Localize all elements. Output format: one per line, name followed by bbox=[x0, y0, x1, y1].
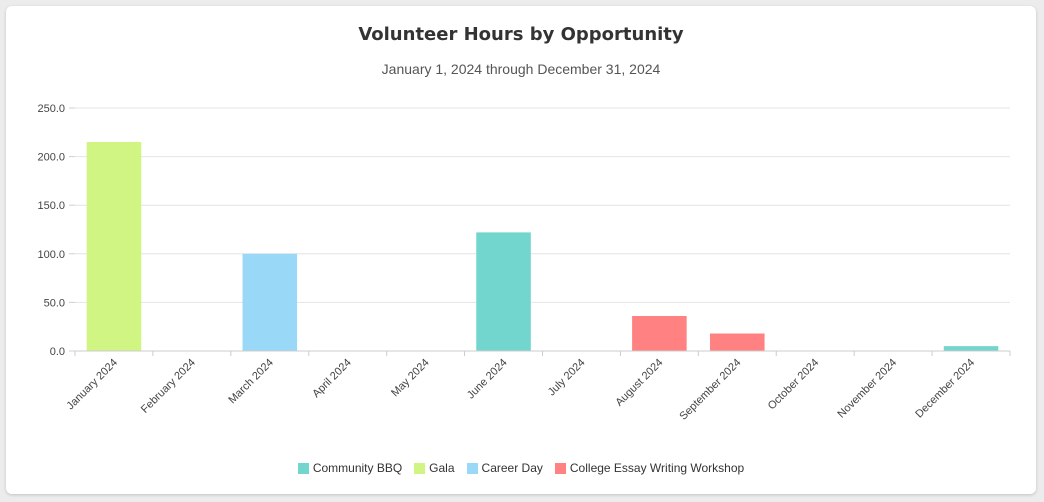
legend-swatch bbox=[414, 462, 426, 474]
legend-item[interactable]: Community BBQ bbox=[297, 461, 403, 475]
chart-card: Volunteer Hours by Opportunity January 1… bbox=[6, 6, 1036, 494]
legend-label: College Essay Writing Workshop bbox=[569, 461, 745, 475]
x-tick-label: April 2024 bbox=[310, 357, 354, 401]
bar[interactable] bbox=[242, 253, 298, 351]
y-tick-label: 50.0 bbox=[44, 297, 65, 309]
x-tick-label: October 2024 bbox=[766, 357, 822, 413]
chart-subtitle: January 1, 2024 through December 31, 202… bbox=[381, 61, 661, 77]
bar[interactable] bbox=[632, 316, 687, 351]
bar[interactable] bbox=[710, 333, 765, 351]
bar[interactable] bbox=[943, 346, 999, 351]
x-tick-label: September 2024 bbox=[677, 357, 743, 423]
x-tick-label: March 2024 bbox=[226, 357, 276, 407]
bar[interactable] bbox=[476, 232, 531, 351]
x-tick-label: June 2024 bbox=[465, 357, 510, 402]
x-tick-label: November 2024 bbox=[835, 357, 899, 421]
y-tick-label: 100.0 bbox=[37, 249, 65, 261]
legend-swatch bbox=[466, 462, 478, 474]
legend-label: Community BBQ bbox=[312, 461, 403, 475]
y-tick-label: 200.0 bbox=[37, 152, 65, 164]
x-tick-label: May 2024 bbox=[389, 357, 432, 400]
chart-title: Volunteer Hours by Opportunity bbox=[358, 24, 684, 45]
y-tick-label: 150.0 bbox=[37, 200, 65, 212]
y-tick-label: 250.0 bbox=[37, 103, 65, 115]
x-tick-label: August 2024 bbox=[613, 357, 665, 409]
legend-item[interactable]: Gala bbox=[414, 461, 455, 475]
legend: Community BBQ Gala Career Day College Essay… bbox=[6, 461, 1036, 475]
legend-swatch bbox=[297, 462, 309, 474]
legend-label: Career Day bbox=[481, 461, 543, 475]
bars bbox=[86, 142, 999, 351]
x-tick-label: January 2024 bbox=[64, 357, 120, 413]
bar[interactable] bbox=[86, 142, 142, 351]
legend-item[interactable]: Career Day bbox=[466, 461, 543, 475]
y-tick-label: 0.0 bbox=[50, 346, 65, 358]
legend-item[interactable]: College Essay Writing Workshop bbox=[554, 461, 745, 475]
x-tick-label: February 2024 bbox=[139, 357, 198, 416]
legend-swatch bbox=[554, 462, 566, 474]
legend-label: Gala bbox=[429, 461, 455, 475]
gridlines bbox=[69, 107, 1010, 352]
x-tick-label: December 2024 bbox=[913, 357, 977, 421]
x-tick-label: July 2024 bbox=[546, 357, 588, 399]
bar-chart: 0.0 50.0 100.0 150.0 200.0 250.0 January 2024 F… bbox=[37, 103, 1011, 423]
